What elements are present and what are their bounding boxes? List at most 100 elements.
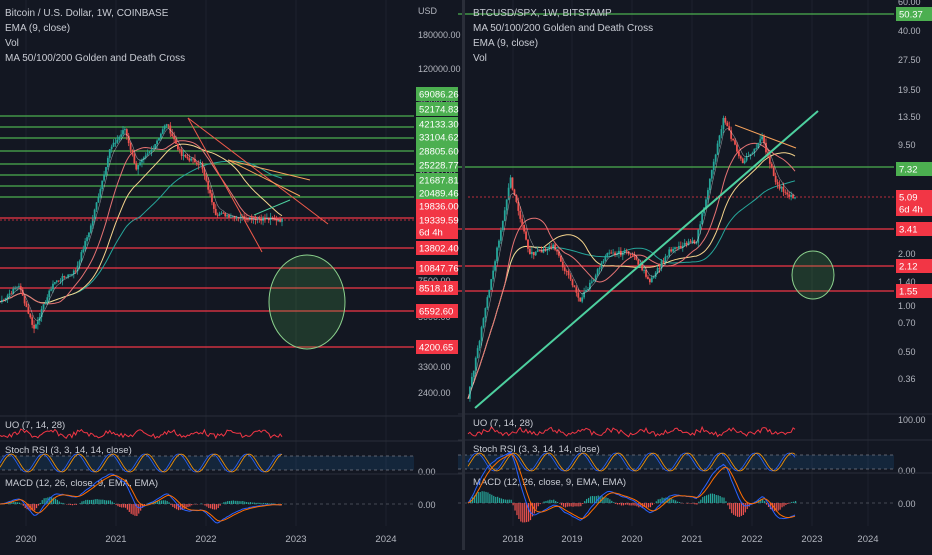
left-candle <box>228 215 230 217</box>
right-candle <box>612 253 614 254</box>
right-candle <box>620 251 622 255</box>
left-legend-symbol[interactable]: Bitcoin / U.S. Dollar, 1W, COINBASE <box>5 6 185 21</box>
right-candle <box>510 177 512 187</box>
left-candle <box>65 277 67 278</box>
right-candle <box>492 271 494 280</box>
right-macd-bar <box>675 500 676 503</box>
left-macd-bar <box>187 504 188 507</box>
left-macd-bar <box>112 502 113 504</box>
right-candle <box>608 253 610 254</box>
right-macd-bar <box>660 499 661 503</box>
left-macd-bar <box>252 503 253 504</box>
right-macd-bar <box>555 501 556 503</box>
right-macd-bar <box>658 499 659 503</box>
left-macd-bar <box>220 504 221 506</box>
left-macd-bar <box>110 500 111 504</box>
right-macd-bar <box>737 503 738 517</box>
left-price-tag: 6d 4h <box>419 228 443 239</box>
right-legend-ma-cross[interactable]: MA 50/100/200 Golden and Death Cross <box>473 21 653 36</box>
right-macd-bar <box>567 503 568 507</box>
right-macd-bar <box>528 503 529 522</box>
right-candle <box>668 249 670 256</box>
right-candle <box>717 144 719 155</box>
right-macd-bar <box>569 503 570 506</box>
left-candle <box>177 144 179 150</box>
left-macd-bar <box>189 504 190 506</box>
left-legend-ma-cross[interactable]: MA 50/100/200 Golden and Death Cross <box>5 51 185 66</box>
right-candle <box>554 245 556 250</box>
left-macd-bar <box>227 501 228 504</box>
left-macd-bar <box>229 501 230 504</box>
left-candle <box>120 134 122 136</box>
left-candle <box>52 284 54 290</box>
left-candle <box>133 154 135 163</box>
left-price-tick: 2400.00 <box>418 388 451 398</box>
left-candle <box>82 249 84 252</box>
left-macd-bar <box>55 499 56 504</box>
left-candle <box>109 149 111 158</box>
right-legend-vol[interactable]: Vol <box>473 51 653 66</box>
left-candle <box>99 189 101 197</box>
right-candle <box>711 170 713 179</box>
left-macd-bar <box>115 504 116 505</box>
right-candle <box>575 287 577 292</box>
left-candle <box>118 137 120 140</box>
left-macd-bar <box>61 503 62 504</box>
right-legend-symbol[interactable]: BTCUSD/SPX, 1W, BITSTAMP <box>473 6 653 21</box>
left-candle <box>48 291 50 298</box>
left-candle <box>90 226 92 233</box>
left-candle <box>18 286 20 287</box>
left-candle <box>116 140 118 143</box>
right-macd-bar <box>607 498 608 503</box>
left-candle <box>160 134 162 138</box>
right-candle <box>680 246 682 248</box>
right-candle <box>699 224 701 229</box>
right-candle <box>486 297 488 308</box>
left-candle <box>217 215 219 216</box>
left-macd-bar <box>97 499 98 504</box>
right-candle <box>736 145 738 152</box>
left-candle <box>137 165 139 169</box>
right-candle <box>734 140 736 144</box>
left-candle <box>122 130 124 134</box>
right-legend-ema[interactable]: EMA (9, close) <box>473 36 653 51</box>
left-legend-ema[interactable]: EMA (9, close) <box>5 21 185 36</box>
right-macd-bar <box>605 497 606 503</box>
right-candle <box>794 197 796 198</box>
left-candle <box>151 150 153 152</box>
left-legend-vol[interactable]: Vol <box>5 36 185 51</box>
right-macd-bar <box>613 502 614 503</box>
right-candle <box>676 247 678 248</box>
left-macd-bar <box>246 502 247 504</box>
left-time-tick: 2021 <box>105 534 126 545</box>
right-candle <box>744 161 746 164</box>
left-time-tick: 2020 <box>15 534 36 545</box>
right-price-tag: 3.41 <box>899 225 918 236</box>
left-macd-bar <box>263 503 264 504</box>
right-macd-bar <box>731 503 732 513</box>
right-candle <box>630 254 632 255</box>
right-candle <box>782 187 784 192</box>
right-macd-bar <box>739 503 740 517</box>
right-candle <box>579 298 581 302</box>
left-macd-bar <box>267 503 268 504</box>
left-candle <box>166 124 168 125</box>
left-macd-bar <box>134 504 135 516</box>
left-macd-bar <box>36 504 37 508</box>
right-macd-bar <box>718 495 719 503</box>
left-macd-bar <box>259 503 260 504</box>
left-candle <box>222 213 224 214</box>
right-candle <box>591 281 593 282</box>
right-candle <box>535 252 537 255</box>
left-candle <box>98 197 100 202</box>
left-candle <box>277 220 279 221</box>
right-macd-bar <box>594 496 595 503</box>
right-candle <box>755 148 757 149</box>
left-candle <box>29 314 31 318</box>
right-candle <box>773 168 775 176</box>
panel-divider[interactable] <box>462 0 465 550</box>
left-candle <box>45 303 47 304</box>
right-candle <box>603 261 605 263</box>
right-macd-bar <box>723 498 724 503</box>
